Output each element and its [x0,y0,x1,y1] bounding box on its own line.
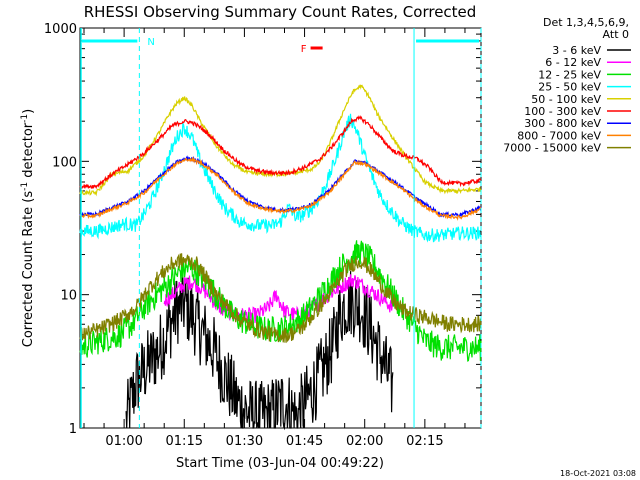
y-axis-label-main: Corrected Count Rate (s [21,191,36,348]
flare-label: F [301,44,307,55]
x-tick-label: 01:45 [286,434,323,449]
y-tick-label: 1000 [44,22,77,37]
series-line-3-6- [125,268,394,431]
chart-title: RHESSI Observing Summary Count Rates, Co… [84,3,477,21]
y-axis-label: Corrected Count Rate (s-1 detector-1) [20,109,36,347]
x-tick-label: 01:00 [105,434,142,449]
legend-entry-label: 300 - 800 keV [524,117,601,130]
legend-entry-label: 100 - 300 keV [524,105,601,118]
legend-entry-label: 12 - 25 keV [538,68,601,81]
axis-ticks-layer: 1 10 100 1000 01:00 01:15 01:30 01:45 02:00 02:15 [44,22,481,449]
series-layer [79,84,482,431]
night-label: N [147,37,154,48]
legend-entry-label: 7000 - 15000 keV [503,142,601,155]
x-tick-label: 01:30 [226,434,263,449]
y-tick-label: 10 [60,289,77,304]
y-tick-label: 100 [52,155,77,170]
legend-entry-label: 6 - 12 keV [545,56,601,69]
x-tick-label: 02:00 [346,434,383,449]
y-axis-label-mid: detector [21,122,36,182]
series-line-50-100- [79,84,482,197]
series-line-300-800- [79,155,482,218]
legend-entry-label: 50 - 100 keV [531,93,601,106]
x-tick-label: 01:15 [166,434,203,449]
night-flare-overlay-layer: NF [80,28,482,428]
series-line-100-300- [79,115,482,190]
series-line-25-50- [79,113,482,243]
legend-header-detectors: Det 1,3,4,5,6,9, [543,16,629,29]
plot-timestamp: 18-Oct-2021 03:08 [560,469,636,478]
y-axis-label-end: ) [21,109,36,114]
x-axis-label: Start Time (03-Jun-04 00:49:22) [176,456,384,471]
legend-header-attenuator: Att 0 [603,28,629,41]
legend-entry-label: 25 - 50 keV [538,81,601,94]
y-axis-label-sup1: -1 [20,182,30,191]
legend-entry-label: 800 - 7000 keV [517,129,601,142]
legend-entry-label: 3 - 6 keV [552,44,601,57]
y-tick-label: 1 [69,422,77,437]
x-tick-label: 02:15 [406,434,443,449]
y-axis-label-sup2: -1 [20,114,30,123]
